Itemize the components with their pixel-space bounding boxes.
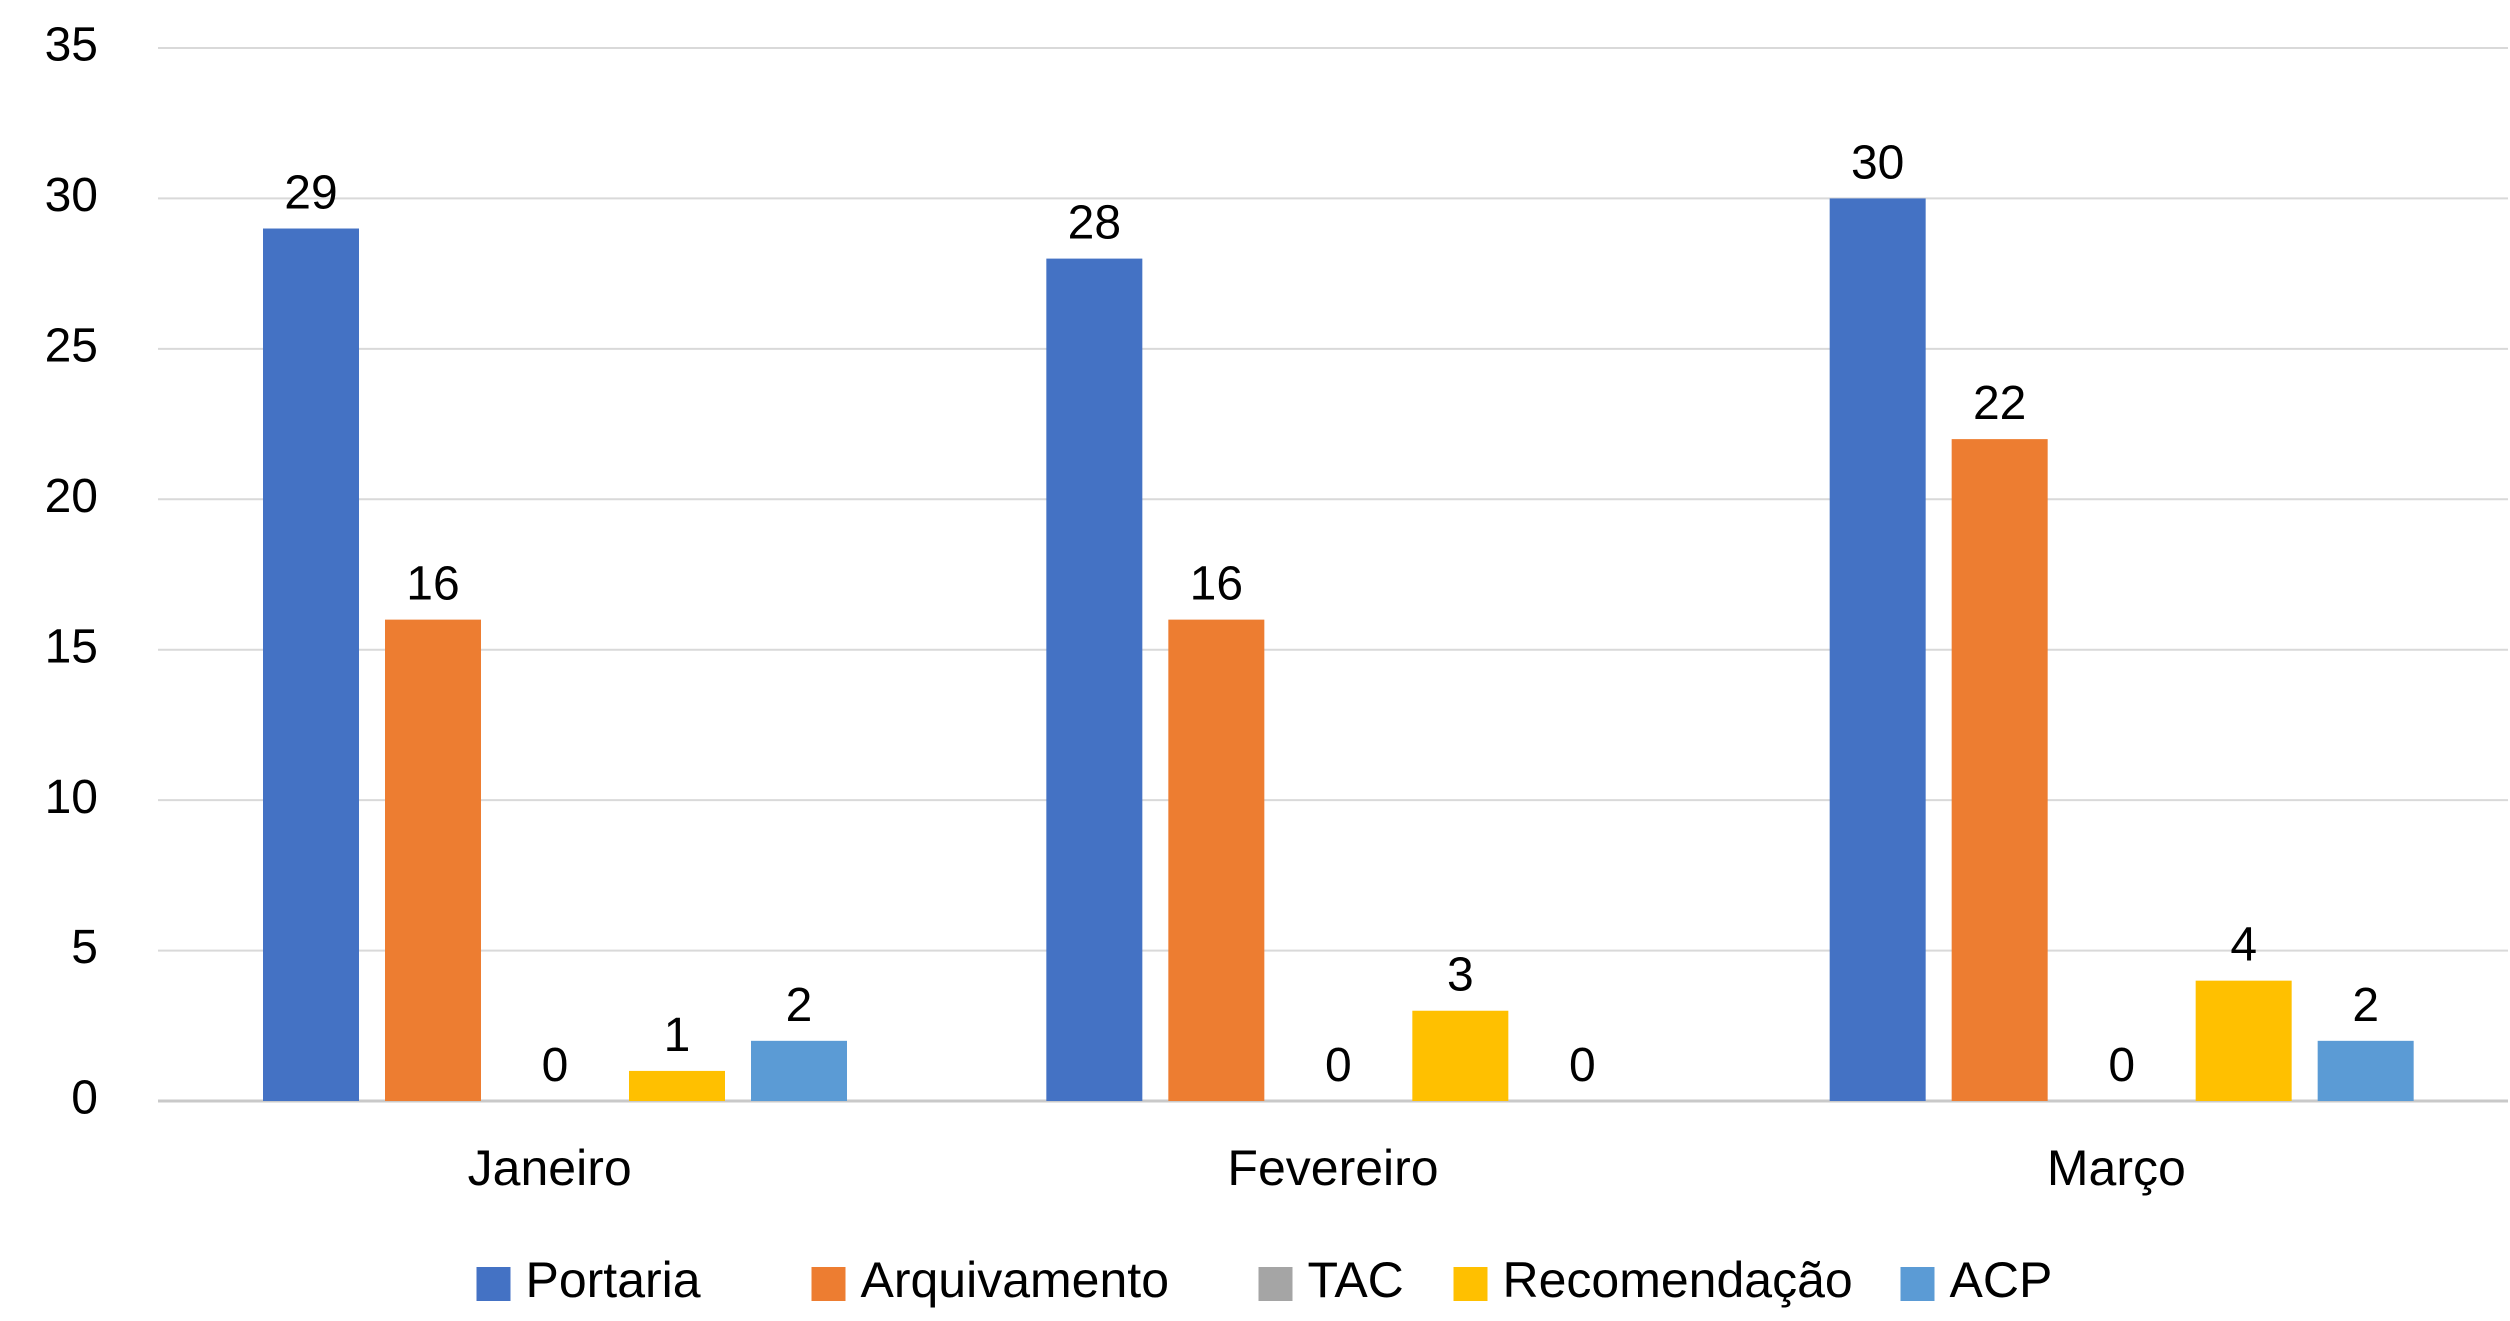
x-tick-label: Março bbox=[2047, 1140, 2186, 1196]
data-label: 16 bbox=[1190, 558, 1243, 611]
legend-item-recomenda-o[interactable]: Recomendação bbox=[1453, 1252, 1853, 1308]
y-tick-label: 25 bbox=[45, 320, 98, 373]
y-axis-tick-labels: 0 5 10 15 20 25 30 35 bbox=[45, 19, 98, 1125]
y-tick-label: 20 bbox=[45, 470, 98, 523]
y-tick-label: 35 bbox=[45, 19, 98, 72]
data-label: 4 bbox=[2230, 919, 2257, 972]
legend-label: Portaria bbox=[526, 1252, 701, 1308]
legend-label: Arquivamento bbox=[861, 1252, 1170, 1308]
y-tick-label: 30 bbox=[45, 169, 98, 222]
gridlines bbox=[158, 47, 2508, 1103]
legend-item-arquivamento[interactable]: Arquivamento bbox=[811, 1252, 1170, 1308]
data-label: 16 bbox=[406, 558, 459, 611]
bar-portaria-2 bbox=[1829, 198, 1926, 1101]
legend-swatch bbox=[476, 1267, 511, 1301]
data-label: 0 bbox=[1569, 1039, 1596, 1092]
data-label: 22 bbox=[1973, 377, 2026, 430]
bar-arquivamento-2 bbox=[1951, 439, 2048, 1102]
bar-arquivamento-1 bbox=[1168, 619, 1265, 1101]
x-tick-label: Janeiro bbox=[468, 1140, 632, 1196]
data-label: 29 bbox=[284, 167, 337, 220]
bar-recomenda-o-1 bbox=[1412, 1010, 1509, 1101]
x-axis-category-labels: Janeiro Fevereiro Março bbox=[468, 1140, 2186, 1196]
legend-swatch bbox=[1900, 1267, 1935, 1301]
data-label: 28 bbox=[1068, 197, 1121, 250]
legend[interactable]: Portaria Arquivamento TAC Recomendação ACP bbox=[476, 1252, 2053, 1308]
legend-swatch bbox=[1453, 1267, 1488, 1301]
bars bbox=[263, 198, 2414, 1102]
y-tick-label: 15 bbox=[45, 620, 98, 673]
bar-recomenda-o-0 bbox=[629, 1070, 725, 1101]
legend-swatch bbox=[1258, 1267, 1293, 1301]
legend-label: TAC bbox=[1308, 1252, 1404, 1308]
y-tick-label: 0 bbox=[71, 1072, 98, 1125]
x-tick-label: Fevereiro bbox=[1227, 1140, 1438, 1196]
bar-portaria-0 bbox=[263, 228, 359, 1101]
legend-item-acp[interactable]: ACP bbox=[1900, 1252, 2053, 1308]
data-label: 30 bbox=[1851, 136, 1904, 189]
data-label: 0 bbox=[1325, 1039, 1352, 1092]
legend-label: ACP bbox=[1950, 1252, 2053, 1308]
data-label: 0 bbox=[542, 1039, 569, 1092]
bar-arquivamento-0 bbox=[385, 619, 481, 1101]
bar-recomenda-o-2 bbox=[2195, 980, 2292, 1101]
data-label: 0 bbox=[2108, 1039, 2135, 1092]
data-label: 2 bbox=[2352, 979, 2379, 1032]
data-label: 1 bbox=[664, 1009, 691, 1062]
data-label: 2 bbox=[786, 979, 813, 1032]
legend-item-tac[interactable]: TAC bbox=[1258, 1252, 1404, 1308]
bar-acp-2 bbox=[2317, 1040, 2414, 1101]
bar-portaria-1 bbox=[1046, 258, 1143, 1102]
bar-acp-0 bbox=[751, 1040, 847, 1101]
y-tick-label: 10 bbox=[45, 771, 98, 824]
legend-label: Recomendação bbox=[1503, 1252, 1853, 1308]
data-label: 3 bbox=[1447, 949, 1474, 1002]
y-tick-label: 5 bbox=[71, 921, 98, 974]
legend-swatch bbox=[811, 1267, 846, 1301]
legend-item-portaria[interactable]: Portaria bbox=[476, 1252, 701, 1308]
